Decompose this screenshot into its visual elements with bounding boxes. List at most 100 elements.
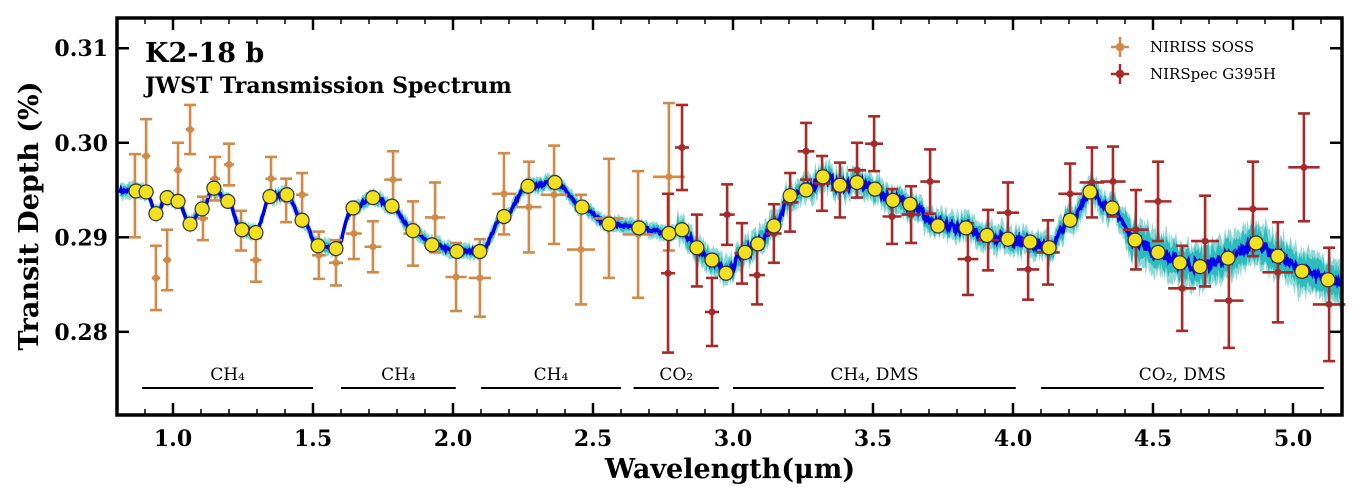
data-marker <box>853 166 861 174</box>
nirspec-point <box>675 103 690 192</box>
annotation-label: CH₄ <box>381 365 416 385</box>
plot-frame <box>115 16 1344 417</box>
binned-point <box>1082 184 1098 200</box>
data-marker <box>1024 265 1032 273</box>
data-marker <box>476 274 484 282</box>
binned-point <box>1220 250 1236 266</box>
binned-point <box>674 222 690 238</box>
data-marker <box>964 255 972 263</box>
binned-points <box>128 169 1336 288</box>
annotation-label: CH₄ <box>534 365 569 385</box>
binned-point <box>328 241 344 257</box>
binned-point <box>1150 244 1166 261</box>
binned-point <box>138 184 154 200</box>
data-marker <box>1325 300 1333 308</box>
data-marker <box>152 274 160 282</box>
legend-marker-nirspec <box>1111 64 1129 84</box>
data-marker <box>753 271 761 279</box>
annotation-label: CO₂ <box>659 365 693 385</box>
binned-point <box>520 178 536 194</box>
data-marker <box>315 251 323 259</box>
binned-point <box>631 220 647 236</box>
axis-ticks: 1.0 1.5 2.0 2.5 3.0 3.5 4.0 4.5 5.0 0.28 0.29 0.30 0… <box>54 18 1342 452</box>
niriss-point <box>364 219 382 274</box>
data-marker <box>1109 178 1117 186</box>
nirspec-point <box>1288 112 1320 223</box>
data-marker <box>550 191 558 199</box>
legend-label-nirspec: NIRSpec G395H <box>1150 65 1276 83</box>
data-marker <box>802 147 810 155</box>
chart-title: K2-18 b <box>145 38 264 69</box>
binned-point <box>194 201 210 217</box>
y-tick-label: 0.29 <box>54 225 108 251</box>
binned-point <box>930 218 946 234</box>
data-marker <box>225 161 233 169</box>
data-marker <box>252 256 260 264</box>
binned-point <box>547 174 563 191</box>
binned-point <box>234 222 250 238</box>
binned-point <box>1270 248 1286 264</box>
binned-point <box>248 224 264 241</box>
nirspec-point <box>1144 160 1172 243</box>
nirspec-point <box>865 115 884 173</box>
legend-label-niriss: NIRISS SOSS <box>1150 38 1254 56</box>
niriss-point <box>161 228 174 292</box>
data-marker <box>1274 268 1282 276</box>
x-tick-label: 5.0 <box>1274 426 1312 452</box>
data-marker <box>298 191 306 199</box>
binned-point <box>798 182 814 198</box>
binned-point <box>979 227 995 244</box>
data-marker <box>267 175 275 183</box>
binned-point <box>1062 212 1078 228</box>
binned-point <box>718 265 734 281</box>
binned-point <box>661 225 677 242</box>
binned-point <box>1127 232 1143 248</box>
niriss-point <box>172 141 185 199</box>
binned-point <box>1294 263 1310 279</box>
binned-point <box>170 193 186 209</box>
binned-point <box>182 216 198 232</box>
binned-point <box>1248 235 1264 251</box>
nirspec-point <box>1079 146 1105 219</box>
x-tick-label: 2.5 <box>574 426 612 452</box>
binned-point <box>782 188 798 204</box>
nirspec-point <box>661 192 676 354</box>
y-tick-label: 0.28 <box>54 320 108 346</box>
binned-point <box>148 206 164 222</box>
data-marker <box>1201 237 1209 245</box>
y-axis-label: Transit Depth (%) <box>14 82 45 351</box>
data-marker <box>665 173 673 181</box>
binned-point <box>750 236 766 252</box>
data-marker <box>1178 284 1186 292</box>
x-tick-label: 1.5 <box>294 426 332 452</box>
niriss-point <box>249 236 262 284</box>
data-marker <box>1004 209 1012 217</box>
x-tick-label: 3.5 <box>854 426 892 452</box>
binned-point <box>1041 240 1057 256</box>
binned-point <box>220 193 236 209</box>
binned-point <box>574 199 590 215</box>
binned-point <box>384 198 400 214</box>
data-marker <box>926 178 934 186</box>
x-tick-label: 2.0 <box>434 426 472 452</box>
binned-point <box>206 180 222 196</box>
annotation-label: CH₄ <box>210 365 245 385</box>
nirspec-point <box>1312 246 1346 363</box>
binned-point <box>1172 255 1188 271</box>
binned-point <box>496 208 512 225</box>
data-marker <box>678 143 686 151</box>
niriss-point <box>184 103 197 156</box>
niriss-point <box>516 160 542 254</box>
binned-point <box>815 169 831 185</box>
data-marker <box>907 211 915 219</box>
data-marker <box>199 214 207 222</box>
binned-point <box>766 218 782 234</box>
binned-point <box>958 220 974 236</box>
data-marker <box>500 190 508 198</box>
x-tick-label: 4.5 <box>1134 426 1172 452</box>
x-tick-label: 3.0 <box>714 426 752 452</box>
binned-point <box>1022 234 1038 250</box>
binned-point <box>1320 272 1336 288</box>
data-marker <box>1066 190 1074 198</box>
y-tick-label: 0.31 <box>54 36 108 62</box>
